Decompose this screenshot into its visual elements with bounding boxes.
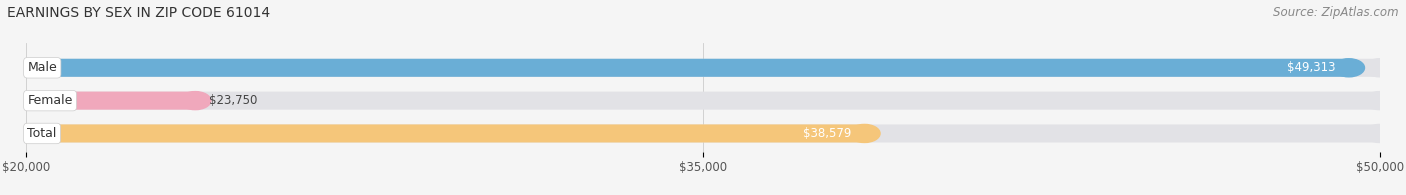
Text: Female: Female [27,94,73,107]
Text: $23,750: $23,750 [209,94,257,107]
Text: Total: Total [27,127,56,140]
Ellipse shape [10,124,42,143]
FancyBboxPatch shape [27,92,195,110]
FancyBboxPatch shape [27,124,1379,143]
Text: $38,579: $38,579 [803,127,851,140]
Ellipse shape [10,59,42,77]
FancyBboxPatch shape [27,59,1379,77]
Ellipse shape [10,92,42,110]
Ellipse shape [10,59,42,77]
Ellipse shape [1364,92,1396,110]
Text: Male: Male [27,61,58,74]
FancyBboxPatch shape [27,59,1348,77]
Ellipse shape [10,92,42,110]
Ellipse shape [10,124,42,143]
Ellipse shape [849,124,880,143]
Ellipse shape [1333,59,1364,77]
FancyBboxPatch shape [27,92,1379,110]
FancyBboxPatch shape [27,124,865,143]
Text: $49,313: $49,313 [1286,61,1336,74]
Text: Source: ZipAtlas.com: Source: ZipAtlas.com [1274,6,1399,19]
Ellipse shape [1364,124,1396,143]
Text: EARNINGS BY SEX IN ZIP CODE 61014: EARNINGS BY SEX IN ZIP CODE 61014 [7,6,270,20]
Ellipse shape [1364,59,1396,77]
Ellipse shape [180,92,211,110]
